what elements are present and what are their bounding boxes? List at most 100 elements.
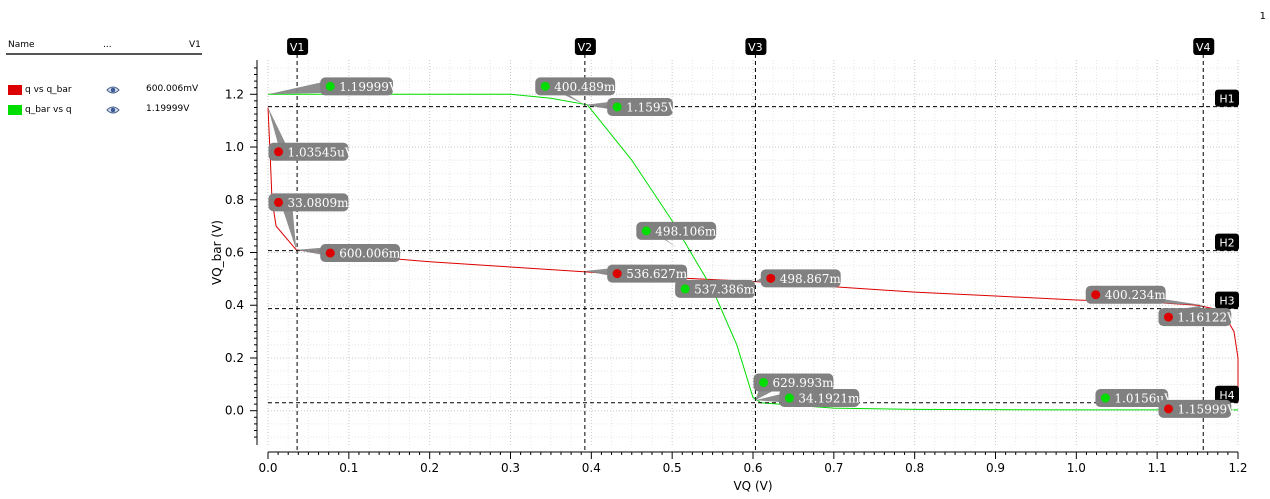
x-tick-label: 0.4 xyxy=(582,461,601,475)
y-tick-label: 0.0 xyxy=(225,404,244,418)
legend-entry-q-vs-q-bar[interactable]: q vs q_bar 600.006mV xyxy=(6,81,202,101)
marker-label-bg xyxy=(320,244,401,263)
marker-label-bg xyxy=(607,264,688,283)
marker-value-label: 498.867mV xyxy=(780,272,850,286)
marker-label-bg xyxy=(636,221,717,240)
marker-label-bg xyxy=(1095,389,1169,408)
x-tick-label: 0.5 xyxy=(663,461,682,475)
marker-value-label: 34.1921mV xyxy=(798,392,868,406)
x-tick-label: 1.1 xyxy=(1148,461,1167,475)
marker-pointer xyxy=(646,224,677,248)
y-tick-label: 0.2 xyxy=(225,351,244,365)
horizontal-cursor-label: H3 xyxy=(1219,295,1234,308)
eye-icon[interactable] xyxy=(106,105,120,115)
cursor-label-bg xyxy=(574,38,596,55)
marker-dot xyxy=(784,393,794,403)
marker-label-bg xyxy=(268,142,349,161)
legend-swatch xyxy=(8,105,22,115)
marker-value-label: 1.15999V xyxy=(1177,402,1236,416)
x-tick-label: 0.3 xyxy=(501,461,520,475)
marker-value-label: 400.489mV xyxy=(554,80,624,94)
vertical-cursor-label: V3 xyxy=(748,41,763,54)
x-tick-label: 0.0 xyxy=(258,461,277,475)
cursor-label-bg xyxy=(1215,89,1239,107)
legend-swatch xyxy=(8,85,22,95)
vertical-cursor-label: V1 xyxy=(290,41,305,54)
marker-value-label: 1.03545uV xyxy=(288,145,354,159)
eye-icon[interactable] xyxy=(106,85,120,95)
cursor-label-bg xyxy=(1215,385,1239,403)
marker-dot xyxy=(612,102,622,112)
y-tick-label: 1.0 xyxy=(225,140,244,154)
marker-label-bg xyxy=(675,279,755,298)
legend-col-dots[interactable]: ... xyxy=(103,40,112,50)
horizontal-cursor-label: H1 xyxy=(1219,93,1234,106)
vertical-cursor-label: V4 xyxy=(1196,41,1211,54)
cursor-label-bg xyxy=(1193,38,1215,55)
marker-value-label: 498.106mV xyxy=(655,224,725,238)
marker-value-label: 600.006mV xyxy=(339,247,409,261)
x-tick-label: 0.2 xyxy=(420,461,439,475)
marker-value-label: 536.627mV xyxy=(626,267,696,281)
page-number: 1 xyxy=(1259,11,1266,22)
marker-value-label: 1.19999V xyxy=(339,80,398,94)
marker-dot xyxy=(1100,393,1110,403)
marker-label-bg xyxy=(760,269,841,288)
marker-label-bg xyxy=(1158,308,1232,327)
legend-entry-name: q vs q_bar xyxy=(25,85,72,95)
x-tick-label: 0.1 xyxy=(339,461,358,475)
marker-value-label: 629.993mV xyxy=(773,376,843,390)
legend-col-name: Name xyxy=(8,40,35,50)
x-tick-label: 0.9 xyxy=(986,461,1005,475)
marker-label-bg xyxy=(753,373,834,392)
vertical-cursor-label: V2 xyxy=(578,41,593,54)
marker-label-bg xyxy=(1085,285,1166,304)
marker-dot xyxy=(540,81,550,91)
marker-dot xyxy=(274,147,284,157)
marker-dot xyxy=(766,273,776,283)
marker-label-bg xyxy=(320,77,394,96)
marker-label-bg xyxy=(607,97,673,116)
marker-dot xyxy=(325,81,335,91)
marker-dot xyxy=(1163,312,1173,322)
legend-entry-value: 600.006mV xyxy=(146,84,199,94)
legend-entry-value: 1.19999V xyxy=(146,104,190,114)
cursor-label-bg xyxy=(287,38,309,55)
marker-value-label: 1.0156uV xyxy=(1114,392,1173,406)
marker-value-label: 33.0809mV xyxy=(288,196,358,210)
x-tick-label: 0.8 xyxy=(905,461,924,475)
marker-dot xyxy=(612,269,622,279)
legend-entry-q-bar-vs-q[interactable]: q_bar vs q 1.19999V xyxy=(6,101,202,121)
marker-value-label: 400.234mV xyxy=(1105,288,1175,302)
x-tick-label: 1.2 xyxy=(1228,461,1247,475)
marker-dot xyxy=(1091,290,1101,300)
marker-label-bg xyxy=(1158,399,1232,418)
marker-label-bg xyxy=(779,389,860,408)
y-axis-label: VQ_bar (V) xyxy=(210,220,224,285)
marker-dot xyxy=(274,197,284,207)
series-line xyxy=(268,93,1238,411)
y-tick-label: 0.4 xyxy=(225,298,244,312)
marker-value-label: 1.16122V xyxy=(1177,311,1236,325)
legend-entry-name: q_bar vs q xyxy=(25,105,72,115)
y-tick-label: 0.6 xyxy=(225,246,244,260)
x-axis-label: VQ (V) xyxy=(733,479,772,493)
y-tick-label: 1.2 xyxy=(225,87,244,101)
marker-dot xyxy=(641,226,651,236)
marker-pointer xyxy=(268,107,293,158)
horizontal-cursor-label: H2 xyxy=(1219,237,1234,250)
marker-dot xyxy=(325,248,335,258)
marker-dot xyxy=(680,284,690,294)
x-tick-label: 0.6 xyxy=(743,461,762,475)
marker-label-bg xyxy=(535,77,616,96)
x-tick-label: 1.0 xyxy=(1067,461,1086,475)
legend-header: Name ... V1 xyxy=(6,38,202,55)
marker-dot xyxy=(1163,404,1173,414)
legend-col-value: V1 xyxy=(189,40,201,50)
cursor-label-bg xyxy=(1215,291,1239,309)
marker-value-label: 537.386mV xyxy=(694,282,764,296)
marker-label-bg xyxy=(268,193,349,212)
horizontal-cursor-label: H4 xyxy=(1219,389,1234,402)
legend-panel: Name ... V1 q vs q_bar 600.006mV q_bar v… xyxy=(6,38,202,121)
